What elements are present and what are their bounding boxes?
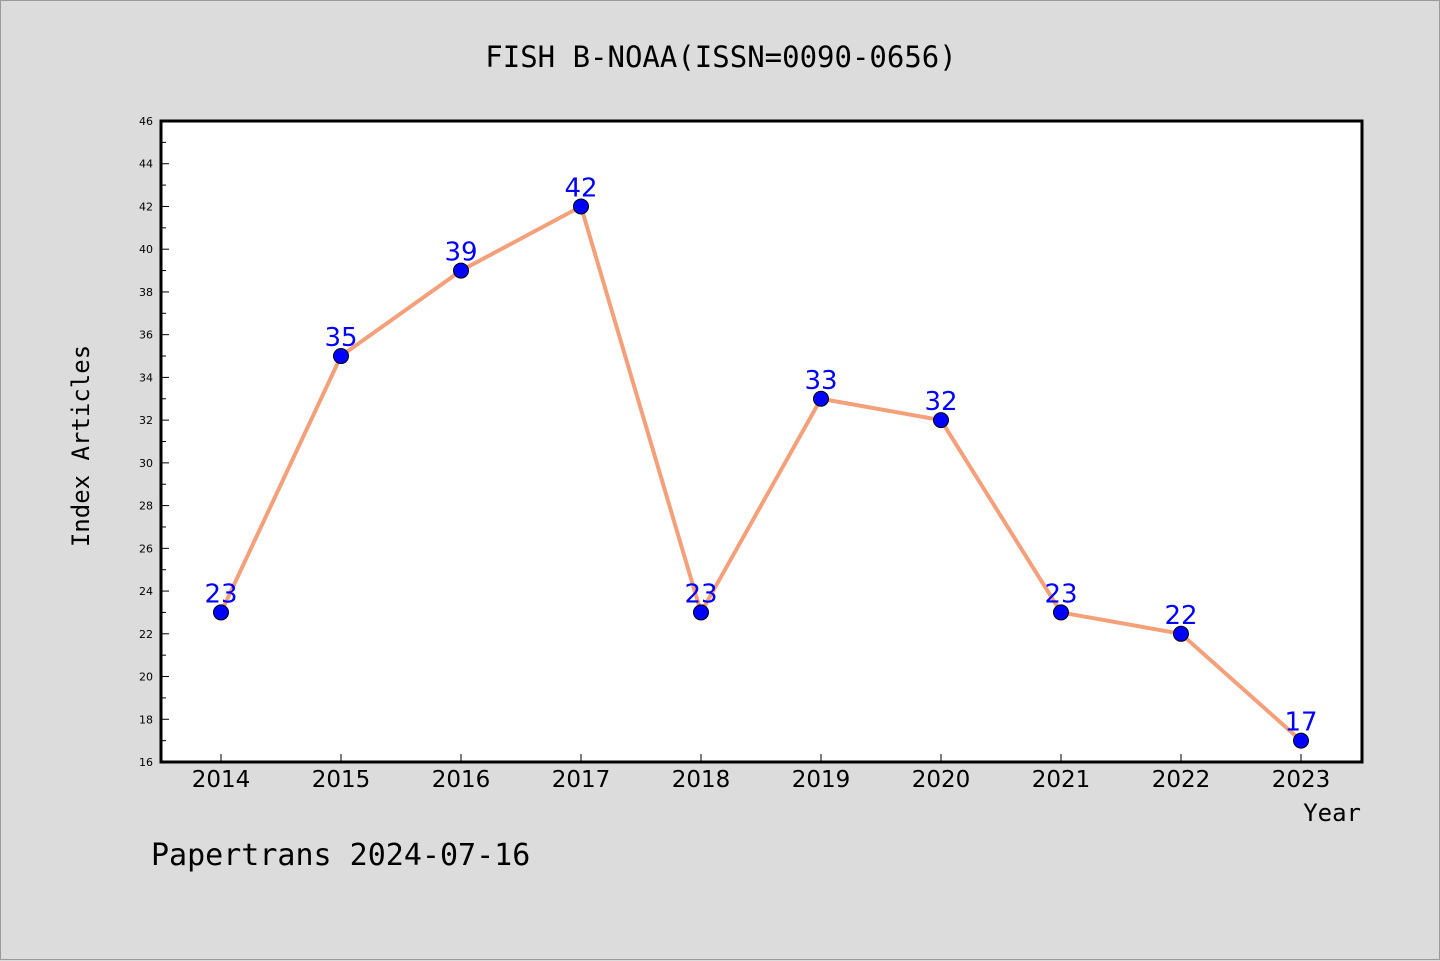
data-point-marker [693,604,709,621]
data-point-label: 33 [804,366,837,396]
y-tick-label: 44 [139,158,153,171]
y-tick-label: 46 [139,115,153,128]
x-tick-label: 2019 [792,767,851,793]
data-point-marker [1053,604,1069,621]
chart-title: FISH B-NOAA(ISSN=0090-0656) [485,40,956,74]
y-tick-label: 40 [139,243,153,256]
footer-credit: Papertrans 2024-07-16 [151,838,530,873]
data-point-marker [1173,625,1189,642]
x-axis-ticks: 2014 2015 2016 2017 2018 2019 2020 2021 2022 2023 [192,754,1331,793]
y-tick-label: 20 [139,671,153,684]
x-axis-label: Year [1303,799,1361,827]
data-point-label: 23 [204,579,237,609]
data-point-label: 22 [1164,601,1197,631]
y-axis-ticks: 16 18 20 22 24 26 28 30 32 34 36 38 40 42 44 46 [139,115,169,769]
plot-area [159,119,1364,764]
y-tick-label: 26 [139,542,153,555]
x-tick-label: 2020 [912,767,971,793]
data-point-marker [1293,732,1309,749]
data-labels: 23 35 39 42 23 33 32 23 22 17 [204,173,1317,737]
y-tick-label: 18 [139,713,153,726]
x-tick-label: 2022 [1152,767,1211,793]
data-point-label: 39 [444,238,477,268]
x-tick-label: 2018 [672,767,731,793]
data-point-marker [333,348,349,365]
y-tick-label: 30 [139,457,153,470]
y-tick-label: 28 [139,500,153,513]
y-tick-label: 42 [139,200,153,213]
data-point-label: 42 [564,173,597,203]
data-point-label: 35 [324,323,357,353]
y-tick-label: 32 [139,414,153,427]
x-tick-label: 2014 [192,767,251,793]
data-point-label: 32 [924,387,957,417]
data-point-marker [213,604,229,621]
data-point-label: 23 [1044,579,1077,609]
x-tick-label: 2016 [432,767,491,793]
data-point-label: 23 [684,579,717,609]
y-tick-label: 38 [139,286,153,299]
data-point-label: 17 [1284,708,1317,738]
x-tick-label: 2017 [552,767,611,793]
data-markers [213,198,1309,749]
data-point-marker [453,262,469,279]
data-point-marker [933,412,949,429]
y-tick-label: 34 [139,371,153,384]
data-point-marker [813,390,829,407]
x-tick-label: 2023 [1272,767,1331,793]
data-point-marker [573,198,589,215]
y-tick-label: 22 [139,628,153,641]
y-axis-label: Index Articles [67,345,95,547]
series-line [219,204,1303,743]
x-tick-label: 2015 [312,767,371,793]
x-tick-label: 2021 [1032,767,1091,793]
y-tick-label: 24 [139,585,153,598]
y-tick-label: 16 [139,756,153,769]
y-tick-label: 36 [139,329,153,342]
